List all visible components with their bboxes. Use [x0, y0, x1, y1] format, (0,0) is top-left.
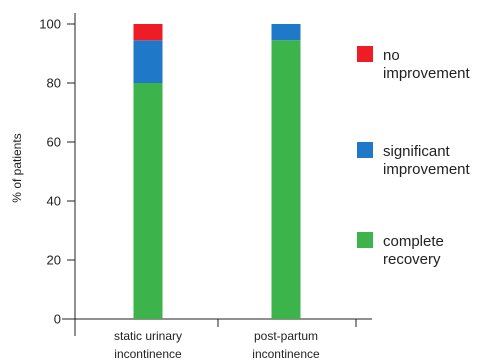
y-tick-label: 40: [47, 194, 61, 209]
legend-label: significant improvement: [383, 143, 470, 178]
x-category-label: static urinary incontinence: [114, 329, 182, 361]
bars-group: [133, 24, 301, 319]
bar-segment: [271, 40, 301, 319]
x-axis: static urinary incontinence post-partum inc…: [62, 318, 372, 361]
y-tick-label: 0: [54, 312, 61, 327]
x-category-label: post-partum incontinence: [252, 329, 320, 361]
bar-segment: [133, 40, 163, 83]
legend-label: no improvement: [383, 47, 470, 82]
y-tick-label: 60: [47, 135, 61, 150]
bar-segment: [271, 24, 301, 41]
bar-segment: [133, 24, 163, 41]
legend-swatch: [357, 142, 373, 158]
y-tick-label: 20: [47, 253, 61, 268]
y-axis: 0 20 40 60 80 100: [39, 13, 76, 336]
legend-label: complete recovery: [383, 233, 444, 268]
y-tick-label: 100: [39, 17, 61, 32]
y-axis-title: % of patients: [10, 133, 24, 202]
bar-segment: [133, 83, 163, 319]
legend-swatch: [357, 232, 373, 248]
y-tick-label: 80: [47, 76, 61, 91]
legend-swatch: [357, 46, 373, 62]
